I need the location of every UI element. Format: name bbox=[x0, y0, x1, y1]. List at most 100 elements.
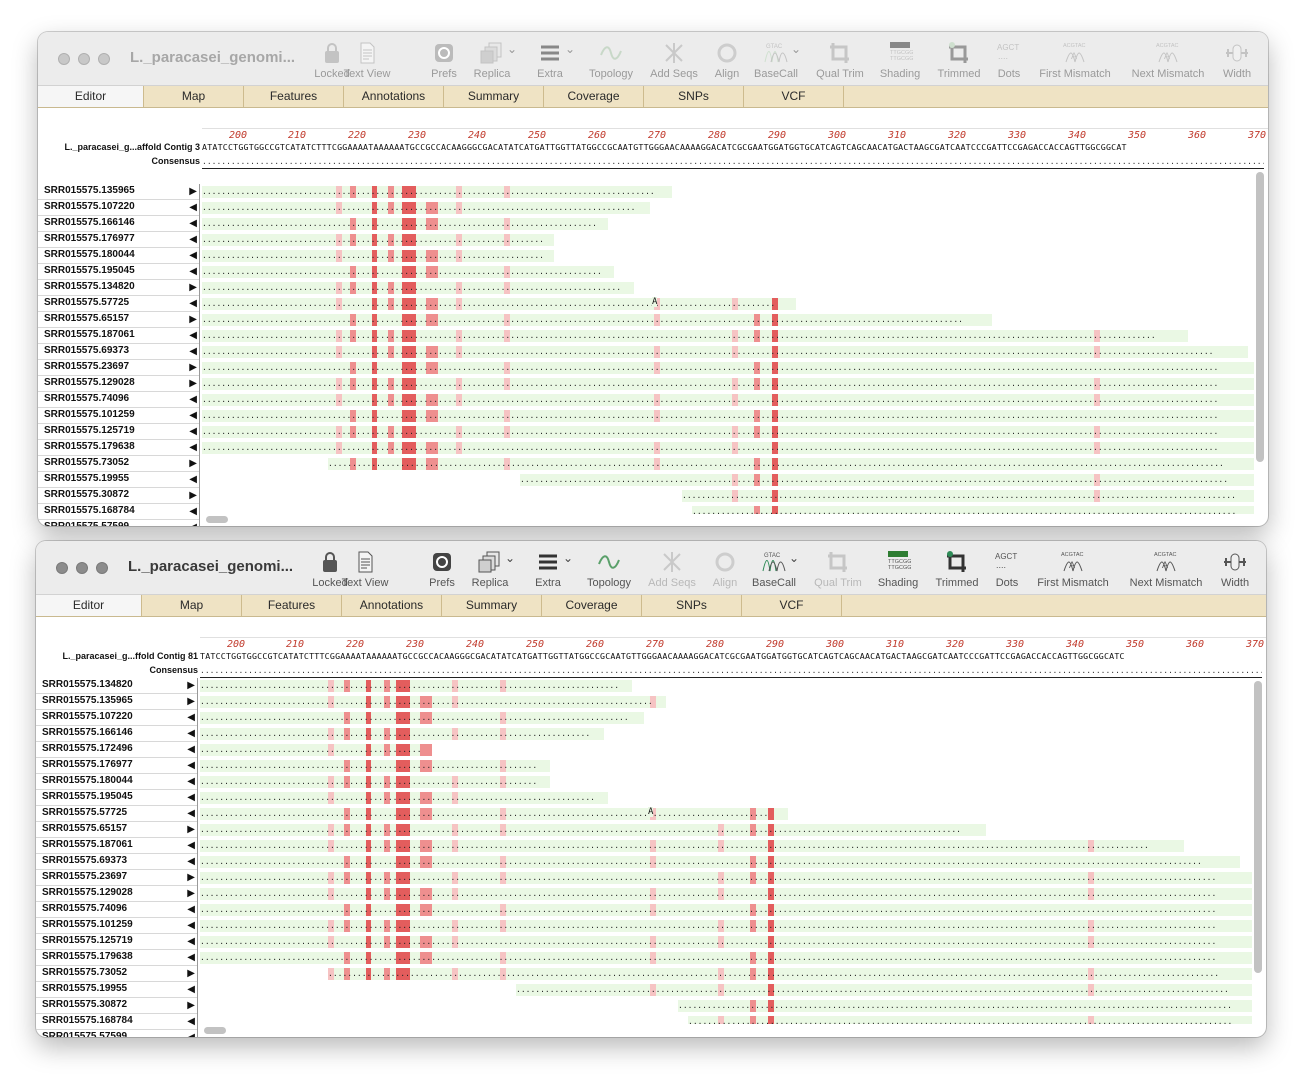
aligned-read[interactable]: ........................................… bbox=[688, 1016, 1252, 1024]
aligned-read[interactable]: ........................................… bbox=[202, 298, 796, 310]
toolbar-dots-button[interactable]: AGCT.... Dots bbox=[977, 547, 1037, 591]
read-name-row[interactable]: SRR015575.129028 ▶ bbox=[36, 886, 197, 902]
toolbar-replica-button[interactable]: ⌄ Replica bbox=[460, 547, 520, 591]
read-name-row[interactable]: SRR015575.57725 ◀ bbox=[36, 806, 197, 822]
aligned-read[interactable]: ........................................… bbox=[200, 728, 604, 740]
tab-coverage[interactable]: Coverage bbox=[544, 86, 644, 107]
vertical-scrollbar[interactable] bbox=[1256, 172, 1264, 462]
read-name-row[interactable]: SRR015575.57599 ◀ bbox=[38, 520, 199, 526]
close-button[interactable] bbox=[58, 53, 70, 65]
read-name-row[interactable]: SRR015575.179638 ◀ bbox=[38, 440, 199, 456]
read-name-row[interactable]: SRR015575.74096 ◀ bbox=[36, 902, 197, 918]
toolbar-prefs-button[interactable]: Prefs bbox=[412, 547, 472, 591]
read-name-row[interactable]: SRR015575.166146 ◀ bbox=[38, 216, 199, 232]
read-name-row[interactable]: SRR015575.180044 ◀ bbox=[38, 248, 199, 264]
aligned-read[interactable]: ........................................… bbox=[202, 282, 634, 294]
toolbar-basecall-button[interactable]: GTAC ⌄ BaseCall bbox=[746, 38, 806, 82]
read-name-row[interactable]: SRR015575.135965 ▶ bbox=[36, 694, 197, 710]
read-name-row[interactable]: SRR015575.19955 ◀ bbox=[36, 982, 197, 998]
read-name-row[interactable]: SRR015575.168784 ◀ bbox=[38, 504, 199, 520]
aligned-read[interactable]: ........................................… bbox=[200, 776, 550, 788]
read-name-row[interactable]: SRR015575.69373 ◀ bbox=[36, 854, 197, 870]
consensus-sequence[interactable]: ........................................… bbox=[202, 157, 1264, 169]
aligned-read[interactable]: ........................................… bbox=[200, 856, 1240, 868]
read-name-row[interactable]: SRR015575.134820 ▶ bbox=[36, 678, 197, 694]
toolbar-text-view-button[interactable]: Text View bbox=[337, 38, 397, 82]
read-name-row[interactable]: SRR015575.73052 ▶ bbox=[38, 456, 199, 472]
aligned-read[interactable]: ........................................… bbox=[202, 266, 614, 278]
aligned-read[interactable]: ........................................… bbox=[200, 744, 432, 756]
read-name-row[interactable]: SRR015575.65157 ▶ bbox=[36, 822, 197, 838]
aligned-read[interactable]: ........................................… bbox=[202, 186, 672, 198]
aligned-read[interactable]: ........................................… bbox=[200, 952, 1252, 964]
read-name-row[interactable]: SRR015575.101259 ◀ bbox=[38, 408, 199, 424]
aligned-read[interactable]: ........................................… bbox=[202, 394, 1254, 406]
toolbar-trimmed-button[interactable]: Trimmed bbox=[929, 38, 989, 82]
read-name-row[interactable]: SRR015575.23697 ▶ bbox=[38, 360, 199, 376]
read-name-row[interactable]: SRR015575.107220 ◀ bbox=[38, 200, 199, 216]
aligned-read[interactable]: ........................................… bbox=[200, 696, 666, 708]
read-name-row[interactable]: SRR015575.180044 ◀ bbox=[36, 774, 197, 790]
aligned-read[interactable]: ........................................… bbox=[202, 362, 1254, 374]
read-name-row[interactable]: SRR015575.69373 ◀ bbox=[38, 344, 199, 360]
toolbar-align-button[interactable]: Align bbox=[695, 547, 755, 591]
read-name-row[interactable]: SRR015575.129028 ▶ bbox=[38, 376, 199, 392]
reads-area[interactable]: ........................................… bbox=[200, 678, 1252, 1024]
horizontal-scrollbar[interactable] bbox=[204, 1027, 226, 1034]
toolbar-first-mismatch-button[interactable]: ACGTAC A First Mismatch bbox=[1037, 547, 1109, 591]
zoom-button[interactable] bbox=[98, 53, 110, 65]
toolbar-qual-trim-button[interactable]: Qual Trim bbox=[810, 38, 870, 82]
aligned-read[interactable]: ........................................… bbox=[202, 202, 650, 214]
aligned-read[interactable]: ........................................… bbox=[200, 920, 1252, 932]
read-name-row[interactable]: SRR015575.187061 ◀ bbox=[36, 838, 197, 854]
vertical-scrollbar[interactable] bbox=[1254, 681, 1262, 973]
read-name-row[interactable]: SRR015575.187061 ◀ bbox=[38, 328, 199, 344]
read-name-row[interactable]: SRR015575.195045 ◀ bbox=[38, 264, 199, 280]
aligned-read[interactable]: ........................................… bbox=[516, 984, 1252, 996]
tab-map[interactable]: Map bbox=[144, 86, 244, 107]
reads-area[interactable]: ........................................… bbox=[202, 184, 1254, 514]
read-name-row[interactable]: SRR015575.30872 ▶ bbox=[38, 488, 199, 504]
consensus-sequence[interactable]: ........................................… bbox=[200, 666, 1262, 678]
toolbar-topology-button[interactable]: Topology bbox=[581, 38, 641, 82]
tab-summary[interactable]: Summary bbox=[444, 86, 544, 107]
aligned-read[interactable]: ........................................… bbox=[200, 760, 550, 772]
toolbar-trimmed-button[interactable]: Trimmed bbox=[927, 547, 987, 591]
read-name-row[interactable]: SRR015575.73052 ▶ bbox=[36, 966, 197, 982]
toolbar-first-mismatch-button[interactable]: ACGTAC A First Mismatch bbox=[1039, 38, 1111, 82]
aligned-read[interactable]: ........................................… bbox=[200, 840, 1184, 852]
read-name-row[interactable]: SRR015575.135965 ▶ bbox=[38, 184, 199, 200]
toolbar-add-seqs-button[interactable]: Add Seqs bbox=[644, 38, 704, 82]
tab-coverage[interactable]: Coverage bbox=[542, 595, 642, 616]
aligned-read[interactable]: ........................................… bbox=[200, 904, 1252, 916]
aligned-read[interactable]: ........................................… bbox=[202, 426, 1254, 438]
aligned-read[interactable]: ........................................… bbox=[328, 458, 1254, 470]
aligned-read[interactable]: ........................................… bbox=[200, 712, 644, 724]
aligned-read[interactable]: ........................................… bbox=[202, 314, 992, 326]
read-name-row[interactable]: SRR015575.65157 ▶ bbox=[38, 312, 199, 328]
read-name-row[interactable]: SRR015575.19955 ◀ bbox=[38, 472, 199, 488]
toolbar-add-seqs-button[interactable]: Add Seqs bbox=[642, 547, 702, 591]
read-name-row[interactable]: SRR015575.176977 ◀ bbox=[38, 232, 199, 248]
read-name-row[interactable]: SRR015575.57599 ◀ bbox=[36, 1030, 197, 1037]
alignment-window-background[interactable]: L._paracasei_genomi... Locked Text View Pr… bbox=[38, 32, 1268, 526]
toolbar-next-mismatch-button[interactable]: ACGTAC A Next Mismatch bbox=[1130, 547, 1203, 591]
toolbar-prefs-button[interactable]: Prefs bbox=[414, 38, 474, 82]
read-name-row[interactable]: SRR015575.74096 ◀ bbox=[38, 392, 199, 408]
tab-annotations[interactable]: Annotations bbox=[342, 595, 442, 616]
aligned-read[interactable]: ........................................… bbox=[200, 872, 1252, 884]
horizontal-scrollbar[interactable] bbox=[206, 516, 228, 523]
read-name-row[interactable]: SRR015575.179638 ◀ bbox=[36, 950, 197, 966]
toolbar-dots-button[interactable]: AGCT.... Dots bbox=[979, 38, 1039, 82]
toolbar-text-view-button[interactable]: Text View bbox=[335, 547, 395, 591]
alignment-window-foreground[interactable]: L._paracasei_genomi... Locked Text View Pr… bbox=[36, 541, 1266, 1037]
aligned-read[interactable]: ........................................… bbox=[202, 346, 1248, 358]
toolbar-align-button[interactable]: Align bbox=[697, 38, 757, 82]
tab-features[interactable]: Features bbox=[244, 86, 344, 107]
toolbar-extra-button[interactable]: ⌄ Extra bbox=[518, 547, 578, 591]
tab-vcf[interactable]: VCF bbox=[742, 595, 842, 616]
toolbar-extra-button[interactable]: ⌄ Extra bbox=[520, 38, 580, 82]
title-bar[interactable]: L._paracasei_genomi... Locked Text View Pr… bbox=[38, 32, 1268, 86]
read-name-row[interactable]: SRR015575.134820 ▶ bbox=[38, 280, 199, 296]
read-name-row[interactable]: SRR015575.195045 ◀ bbox=[36, 790, 197, 806]
